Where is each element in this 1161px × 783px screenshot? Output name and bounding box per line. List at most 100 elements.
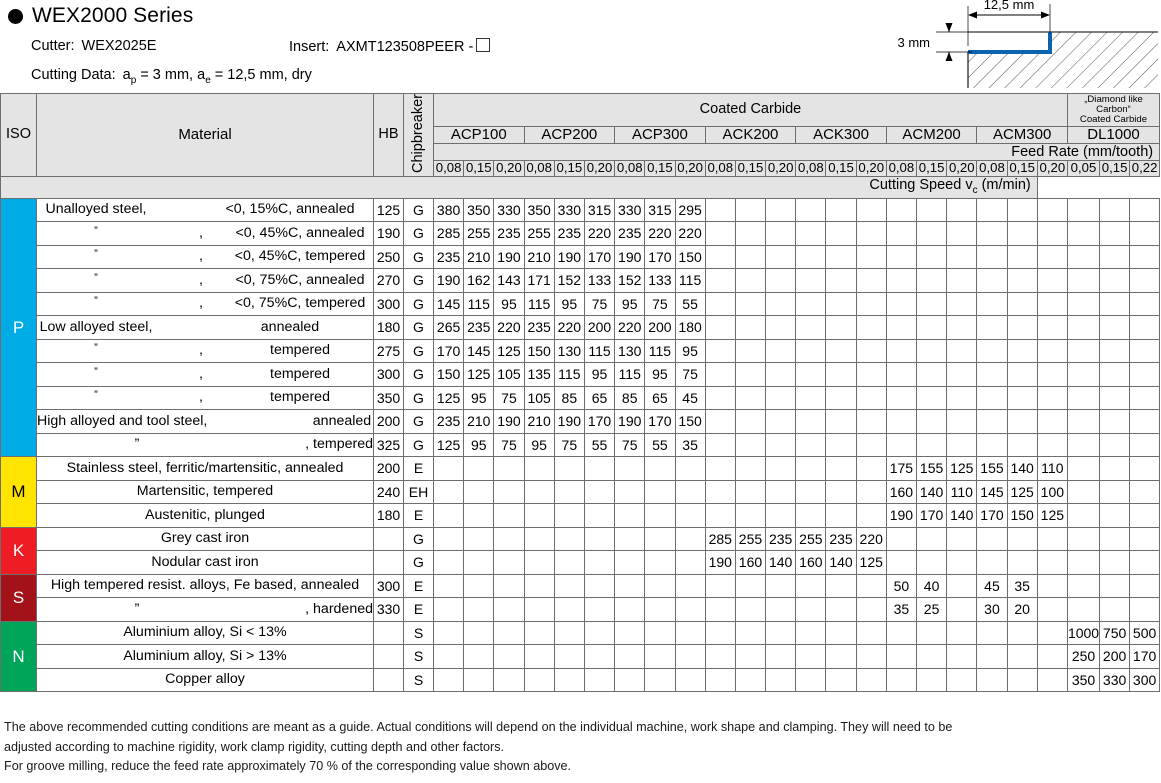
speed-cell xyxy=(855,385,887,411)
speed-cell: 220 xyxy=(644,221,676,246)
speed-cell xyxy=(855,503,887,528)
material-comma: , xyxy=(199,342,203,359)
footer-line-1: The above recommended cutting conditions… xyxy=(4,720,953,734)
speed-cell xyxy=(734,221,767,246)
hardness-cell: 190 xyxy=(373,221,404,246)
grade-header-acm200: ACM200 xyxy=(885,125,978,145)
speed-cell xyxy=(825,385,857,411)
speed-cell xyxy=(1036,221,1068,246)
speed-cell: 95 xyxy=(614,291,646,317)
speed-cell: 25 xyxy=(915,597,948,622)
speed-cell xyxy=(553,479,585,505)
speed-cell xyxy=(825,338,857,364)
speed-cell xyxy=(644,526,676,552)
speed-cell xyxy=(1066,503,1101,528)
speed-cell: 152 xyxy=(553,268,585,293)
speed-cell xyxy=(855,338,887,364)
speed-cell xyxy=(704,667,736,693)
speed-cell xyxy=(946,597,978,622)
speed-cell: 55 xyxy=(644,432,676,458)
speed-cell xyxy=(704,620,736,646)
cutter-label: Cutter: xyxy=(31,38,75,54)
speed-cell xyxy=(825,456,857,481)
speed-cell xyxy=(493,550,525,575)
cut-path-highlight xyxy=(968,32,1052,54)
speed-cell: 285 xyxy=(704,526,736,552)
speed-cell: 35 xyxy=(1006,573,1038,599)
iso-group-p: P xyxy=(0,197,37,458)
hardness-cell xyxy=(373,550,404,575)
speed-cell xyxy=(1099,573,1131,599)
speed-cell xyxy=(674,550,706,575)
speed-cell: 75 xyxy=(644,291,676,317)
speed-cell xyxy=(734,597,767,622)
speed-cell: 45 xyxy=(674,385,706,411)
speed-cell: 145 xyxy=(976,479,1008,505)
speed-cell xyxy=(463,503,495,528)
speed-cell xyxy=(1129,526,1161,552)
speed-cell xyxy=(946,573,978,599)
speed-cell: 115 xyxy=(583,338,616,364)
speed-cell xyxy=(463,597,495,622)
speed-cell: 180 xyxy=(674,315,706,340)
material-condition: <0, 45%C, annealed xyxy=(235,224,365,241)
speed-cell xyxy=(795,338,827,364)
speed-cell: 95 xyxy=(463,385,495,411)
speed-cell xyxy=(1036,268,1068,293)
grade-header-ack200: ACK200 xyxy=(704,125,797,145)
speed-cell xyxy=(1006,644,1038,669)
speed-cell: 75 xyxy=(583,291,616,317)
speed-cell xyxy=(885,620,918,646)
table-row: Copper alloy S 350 330 300 xyxy=(1,667,1161,693)
speed-cell xyxy=(825,197,857,223)
feed-rate-ack300-0: 0,08 xyxy=(795,160,827,177)
speed-cell: 170 xyxy=(583,244,616,270)
speed-cell xyxy=(976,644,1008,669)
chipbreaker-label: Chipbreaker xyxy=(409,94,426,173)
ae-value: = 12,5 mm, dry xyxy=(214,67,312,83)
speed-cell xyxy=(795,620,827,646)
speed-cell: 350 xyxy=(463,197,495,223)
insert-line: Insert: AXMT123508PEER - xyxy=(289,38,491,55)
speed-cell xyxy=(976,526,1008,552)
speed-cell xyxy=(704,573,736,599)
speed-cell xyxy=(614,526,646,552)
chipbreaker-cell: E xyxy=(403,597,434,622)
speed-cell xyxy=(1129,409,1161,434)
speed-cell xyxy=(1099,197,1131,223)
speed-cell xyxy=(432,573,465,599)
speed-cell xyxy=(765,479,797,505)
speed-cell xyxy=(674,667,706,693)
speed-cell: 255 xyxy=(463,221,495,246)
speed-cell xyxy=(765,597,797,622)
speed-cell xyxy=(704,385,736,411)
speed-cell xyxy=(432,456,465,481)
iso-group-k: K xyxy=(0,526,37,575)
speed-cell xyxy=(493,644,525,669)
ap-symbol: a xyxy=(122,67,131,83)
table-row: ”, <0, 45%C, tempered 250 G 235 210 190 210 190 1… xyxy=(1,244,1161,270)
speed-cell: 100 xyxy=(1036,479,1068,505)
speed-cell: 170 xyxy=(915,503,948,528)
table-row: ”, <0, 75%C, annealed 270 G 190 162 143 171 152 1… xyxy=(1,268,1161,293)
speed-cell xyxy=(1066,456,1101,481)
speed-cell xyxy=(765,291,797,317)
speed-cell xyxy=(1006,620,1038,646)
feed-rate-acm200-1: 0,15 xyxy=(915,160,948,177)
speed-cell xyxy=(855,291,887,317)
speed-cell: 220 xyxy=(614,315,646,340)
speed-cell: 171 xyxy=(523,268,555,293)
material-cell: ”, tempered xyxy=(36,385,374,411)
speed-cell xyxy=(1099,221,1131,246)
speed-cell xyxy=(674,456,706,481)
speed-cell xyxy=(855,244,887,270)
speed-cell xyxy=(946,667,978,693)
speed-cell xyxy=(644,667,676,693)
grade-header-acp200: ACP200 xyxy=(523,125,616,145)
speed-cell: 125 xyxy=(432,385,465,411)
speed-cell xyxy=(885,667,918,693)
speed-cell xyxy=(855,268,887,293)
speed-cell: 235 xyxy=(463,315,495,340)
speed-cell xyxy=(825,432,857,458)
speed-cell: 115 xyxy=(523,291,555,317)
